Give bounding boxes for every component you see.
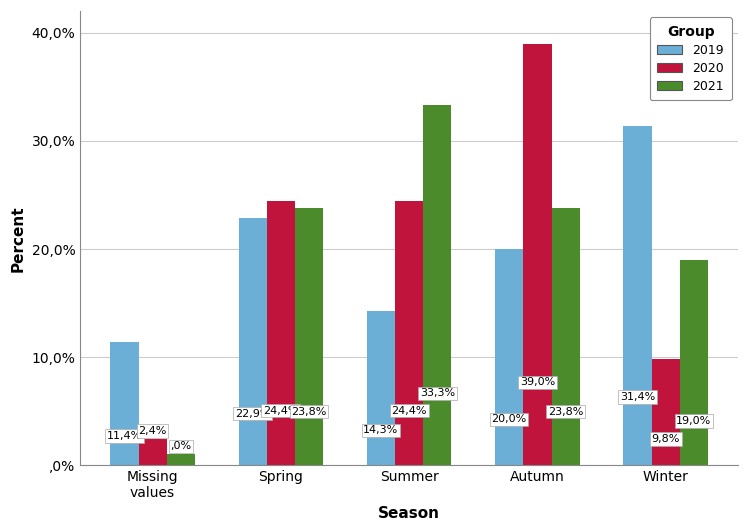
Text: 20,0%: 20,0% (491, 414, 527, 424)
Text: 11,4%: 11,4% (107, 431, 142, 441)
Bar (495, 249, 524, 466)
Legend: 2019, 2020, 2021: 2019, 2020, 2021 (650, 18, 732, 101)
Y-axis label: Percent: Percent (11, 205, 26, 271)
Text: 31,4%: 31,4% (620, 392, 655, 402)
Text: 24,4%: 24,4% (392, 405, 427, 415)
Text: 24,4%: 24,4% (263, 405, 299, 415)
Text: 14,3%: 14,3% (363, 425, 398, 435)
Text: 22,9%: 22,9% (235, 409, 270, 419)
Bar (395, 202, 423, 466)
Text: 9,8%: 9,8% (652, 434, 680, 444)
Bar (623, 126, 652, 466)
Bar (167, 454, 195, 466)
Bar (267, 202, 295, 466)
Bar (238, 218, 267, 466)
Bar (423, 105, 452, 466)
Bar (551, 208, 580, 466)
Bar (652, 359, 680, 466)
Bar (524, 44, 551, 466)
Bar (680, 260, 708, 466)
Bar (110, 342, 139, 466)
Text: 2,4%: 2,4% (139, 426, 167, 436)
Text: 23,8%: 23,8% (291, 407, 327, 417)
X-axis label: Season: Season (378, 506, 440, 521)
Text: 33,3%: 33,3% (419, 388, 455, 398)
Text: 19,0%: 19,0% (676, 416, 712, 426)
Text: 39,0%: 39,0% (520, 377, 555, 387)
Bar (139, 439, 167, 466)
Text: ,0%: ,0% (170, 441, 192, 451)
Text: 23,8%: 23,8% (548, 407, 583, 417)
Bar (367, 311, 395, 466)
Bar (295, 208, 324, 466)
